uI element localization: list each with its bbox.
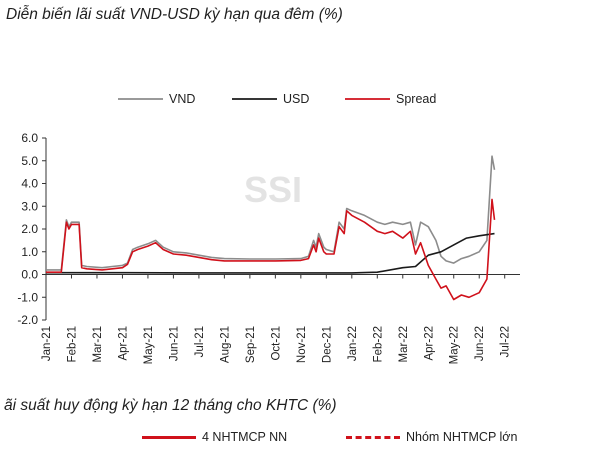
x-tick-label: Sep-21 [245, 326, 257, 363]
y-tick-label: 5.0 [21, 154, 38, 168]
legend-item-4-nhtmcp-nn: 4 NHTMCP NN [142, 430, 287, 444]
line-chart: SSI VND USD Spread 6.0 5.0 4.0 3.0 2.0 1.0 0.0 -1… [17, 92, 520, 364]
x-tick-label: Jul-22 [500, 326, 512, 357]
x-tick-label: Jan-21 [41, 326, 53, 361]
series-line-spread [46, 198, 496, 301]
second-chart-title: ãi suất huy động kỳ hạn 12 tháng cho KHT… [4, 397, 337, 414]
second-chart-legend: 4 NHTMCP NN Nhóm NHTMCP lớn [0, 430, 594, 452]
x-tick-label: Apr-21 [117, 326, 129, 361]
legend-label: 4 NHTMCP NN [202, 430, 288, 444]
chart-title: Diễn biến lãi suất VND-USD kỳ hạn qua đê… [6, 6, 343, 23]
y-tick-label: 0.0 [21, 268, 38, 282]
legend-label-spread: Spread [396, 92, 436, 106]
plot-area [46, 155, 496, 301]
legend-swatch-dashed [346, 435, 400, 439]
legend-swatch-solid [142, 435, 196, 439]
x-tick-label: May-22 [449, 326, 461, 364]
legend: VND USD Spread [118, 92, 436, 106]
x-tick-label: Jan-22 [347, 326, 359, 361]
x-tick-label: Jun-21 [168, 326, 180, 361]
y-tick-label: 3.0 [21, 199, 38, 213]
y-tick-label: 2.0 [21, 222, 38, 236]
y-tick-label: -2.0 [17, 313, 38, 327]
y-tick-label: -1.0 [17, 290, 38, 304]
legend-item-nhom-nhtmcp-lon: Nhóm NHTMCP lớn [346, 430, 517, 444]
x-tick-label: Apr-22 [423, 326, 435, 361]
legend-label-vnd: VND [169, 92, 195, 106]
y-tick-label: 1.0 [21, 245, 38, 259]
x-tick-label: Nov-21 [296, 326, 308, 363]
watermark: SSI [244, 169, 302, 210]
series-line-vnd [46, 155, 496, 271]
x-tick-label: Aug-21 [219, 326, 231, 363]
x-tick-label: Jul-21 [194, 326, 206, 357]
y-tick-label: 4.0 [21, 177, 38, 191]
x-tick-label: Dec-21 [321, 326, 333, 363]
y-tick-label: 6.0 [21, 131, 38, 145]
x-tick-label: Feb-22 [372, 326, 384, 362]
series-line-usd [46, 232, 495, 274]
legend-label-usd: USD [283, 92, 309, 106]
x-tick-label: Mar-21 [92, 326, 104, 362]
x-tick-label: Oct-21 [270, 326, 282, 361]
x-tick-label: Mar-22 [398, 326, 410, 362]
x-tick-label: Jun-22 [474, 326, 486, 361]
x-tick-label: May-21 [143, 326, 155, 364]
x-tick-label: Feb-21 [66, 326, 78, 362]
legend-label: Nhóm NHTMCP lớn [406, 430, 518, 444]
